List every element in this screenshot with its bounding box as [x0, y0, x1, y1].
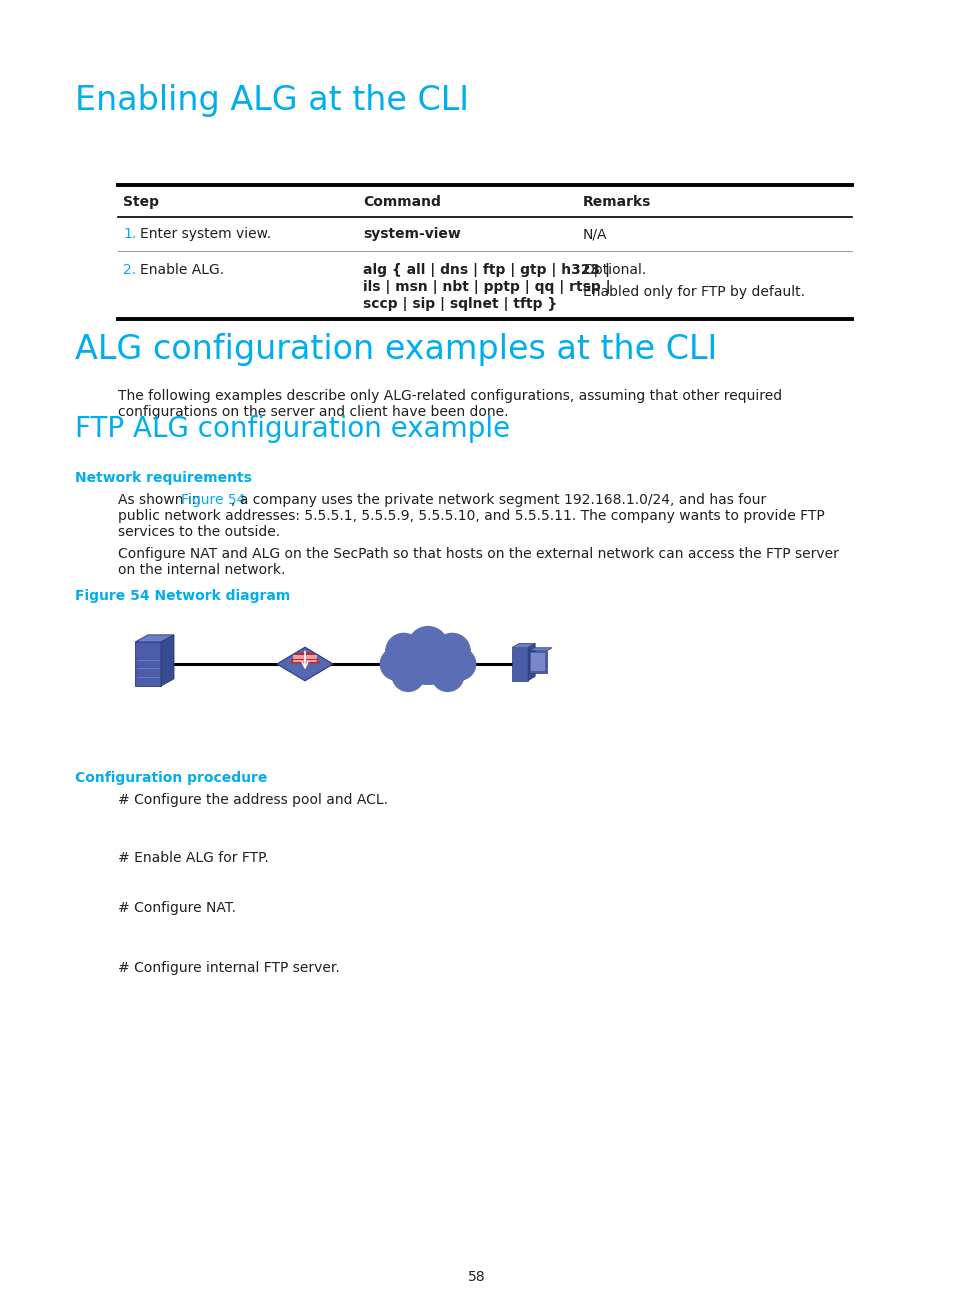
Polygon shape — [528, 644, 535, 680]
Text: ils | msn | nbt | pptp | qq | rtsp |: ils | msn | nbt | pptp | qq | rtsp | — [363, 280, 610, 294]
Text: # Configure NAT.: # Configure NAT. — [118, 901, 235, 915]
Text: , a company uses the private network segment 192.168.1.0/24, and has four: , a company uses the private network seg… — [231, 492, 765, 507]
Text: 58: 58 — [468, 1270, 485, 1284]
Circle shape — [380, 648, 412, 680]
Polygon shape — [135, 635, 173, 642]
Polygon shape — [290, 653, 320, 664]
Text: sccp | sip | sqlnet | tftp }: sccp | sip | sqlnet | tftp } — [363, 297, 557, 311]
Text: The following examples describe only ALG-related configurations, assuming that o: The following examples describe only ALG… — [118, 389, 781, 403]
Text: Optional.: Optional. — [582, 263, 645, 277]
Text: services to the outside.: services to the outside. — [118, 525, 280, 539]
Text: Figure 54: Figure 54 — [181, 492, 245, 507]
Ellipse shape — [388, 643, 467, 686]
Text: 1.: 1. — [123, 227, 136, 241]
Text: Figure 54 Network diagram: Figure 54 Network diagram — [75, 588, 290, 603]
Text: system-view: system-view — [363, 227, 460, 241]
Circle shape — [392, 660, 424, 691]
Polygon shape — [276, 647, 333, 680]
Text: Command: Command — [363, 194, 440, 209]
Polygon shape — [529, 648, 552, 651]
Circle shape — [432, 660, 463, 691]
Text: on the internal network.: on the internal network. — [118, 562, 285, 577]
Polygon shape — [512, 648, 528, 680]
Text: 2.: 2. — [123, 263, 136, 277]
Text: # Configure internal FTP server.: # Configure internal FTP server. — [118, 962, 339, 975]
Text: # Enable ALG for FTP.: # Enable ALG for FTP. — [118, 851, 269, 864]
Circle shape — [408, 626, 448, 666]
Circle shape — [385, 634, 421, 670]
Text: Network requirements: Network requirements — [75, 470, 252, 485]
Text: public network addresses: 5.5.5.1, 5.5.5.9, 5.5.5.10, and 5.5.5.11. The company : public network addresses: 5.5.5.1, 5.5.5… — [118, 509, 824, 524]
Text: alg { all | dns | ftp | gtp | h323 |: alg { all | dns | ftp | gtp | h323 | — [363, 263, 609, 277]
Text: Configuration procedure: Configuration procedure — [75, 771, 267, 785]
Text: Configure NAT and ALG on the SecPath so that hosts on the external network can a: Configure NAT and ALG on the SecPath so … — [118, 547, 838, 561]
Text: FTP ALG configuration example: FTP ALG configuration example — [75, 415, 510, 443]
Circle shape — [443, 648, 476, 680]
Polygon shape — [512, 644, 535, 648]
Polygon shape — [161, 635, 173, 686]
Text: # Configure the address pool and ACL.: # Configure the address pool and ACL. — [118, 793, 388, 807]
Polygon shape — [531, 653, 544, 671]
Text: Enabling ALG at the CLI: Enabling ALG at the CLI — [75, 84, 469, 117]
Text: configurations on the server and client have been done.: configurations on the server and client … — [118, 404, 508, 419]
Polygon shape — [135, 642, 161, 686]
Text: Enabled only for FTP by default.: Enabled only for FTP by default. — [582, 285, 804, 299]
Text: Enable ALG.: Enable ALG. — [140, 263, 224, 277]
Text: As shown in: As shown in — [118, 492, 205, 507]
Text: Step: Step — [123, 194, 159, 209]
Text: Enter system view.: Enter system view. — [140, 227, 271, 241]
Circle shape — [434, 634, 470, 670]
Text: N/A: N/A — [582, 227, 607, 241]
Text: Remarks: Remarks — [582, 194, 651, 209]
Text: ALG configuration examples at the CLI: ALG configuration examples at the CLI — [75, 333, 717, 365]
Polygon shape — [529, 651, 546, 673]
